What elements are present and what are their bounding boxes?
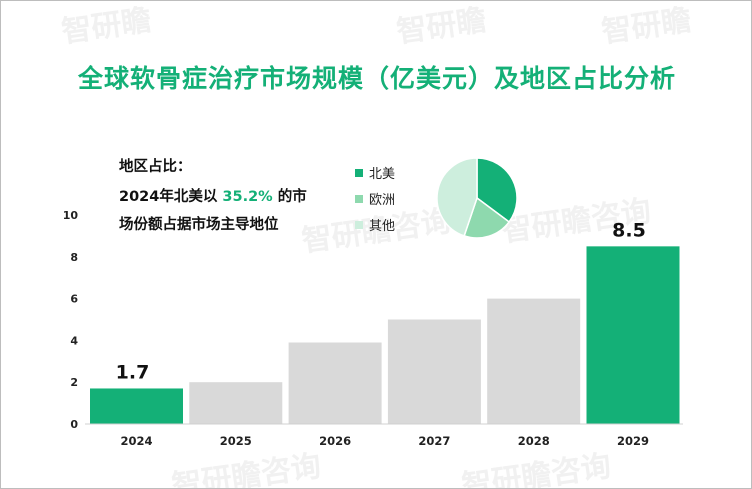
share-note-suffix: 的市: [272, 189, 307, 205]
y-tick-label: 8: [70, 251, 78, 264]
share-note-line1: 地区占比：: [119, 159, 192, 175]
pie-slice-other: [436, 157, 478, 237]
legend-label-europe: 欧洲: [369, 193, 396, 208]
bar-2025: [189, 382, 283, 424]
bar-2028: [487, 298, 581, 424]
legend-swatch-north-america: [355, 169, 363, 177]
data-label-2024: 1.7: [116, 361, 150, 383]
y-tick-label: 6: [70, 293, 78, 306]
legend-item-other: 其他: [355, 215, 395, 234]
bar-2029: [586, 246, 680, 424]
x-tick-label: 2028: [518, 434, 550, 448]
share-note-line2: 2024年北美以 35.2% 的市: [119, 185, 307, 206]
chart-title: 全球软骨症治疗市场规模（亿美元）及地区占比分析: [77, 64, 676, 93]
y-tick-label: 4: [70, 334, 78, 347]
legend-label-north-america: 北美: [369, 167, 396, 182]
x-tick-label: 2029: [617, 434, 649, 448]
legend-item-north-america: 北美: [355, 163, 395, 182]
x-tick-label: 2025: [220, 434, 252, 448]
legend-swatch-europe: [355, 195, 363, 203]
share-note-highlight: 35.2%: [222, 189, 273, 205]
x-tick-label: 2027: [418, 434, 450, 448]
pie-slice-north-america: [476, 157, 518, 223]
x-tick-label: 2026: [319, 434, 351, 448]
share-note-prefix: 2024年北美以: [119, 189, 223, 205]
bar-2024: [90, 388, 183, 424]
legend-swatch-other: [355, 221, 363, 229]
legend-label-other: 其他: [369, 219, 396, 234]
x-tick-label: 2024: [120, 434, 152, 448]
y-tick-label: 2: [70, 376, 78, 389]
data-label-2029: 8.5: [612, 219, 646, 241]
y-tick-label: 10: [63, 209, 79, 222]
pie-legend: 北美 欧洲 其他: [355, 163, 445, 243]
pie-slice-europe: [463, 196, 511, 239]
bar-2026: [288, 342, 382, 424]
share-note-line3: 场份额占据市场主导地位: [119, 217, 279, 233]
bar-2027: [387, 319, 481, 424]
y-tick-label: 0: [70, 418, 78, 431]
legend-item-europe: 欧洲: [355, 189, 395, 208]
